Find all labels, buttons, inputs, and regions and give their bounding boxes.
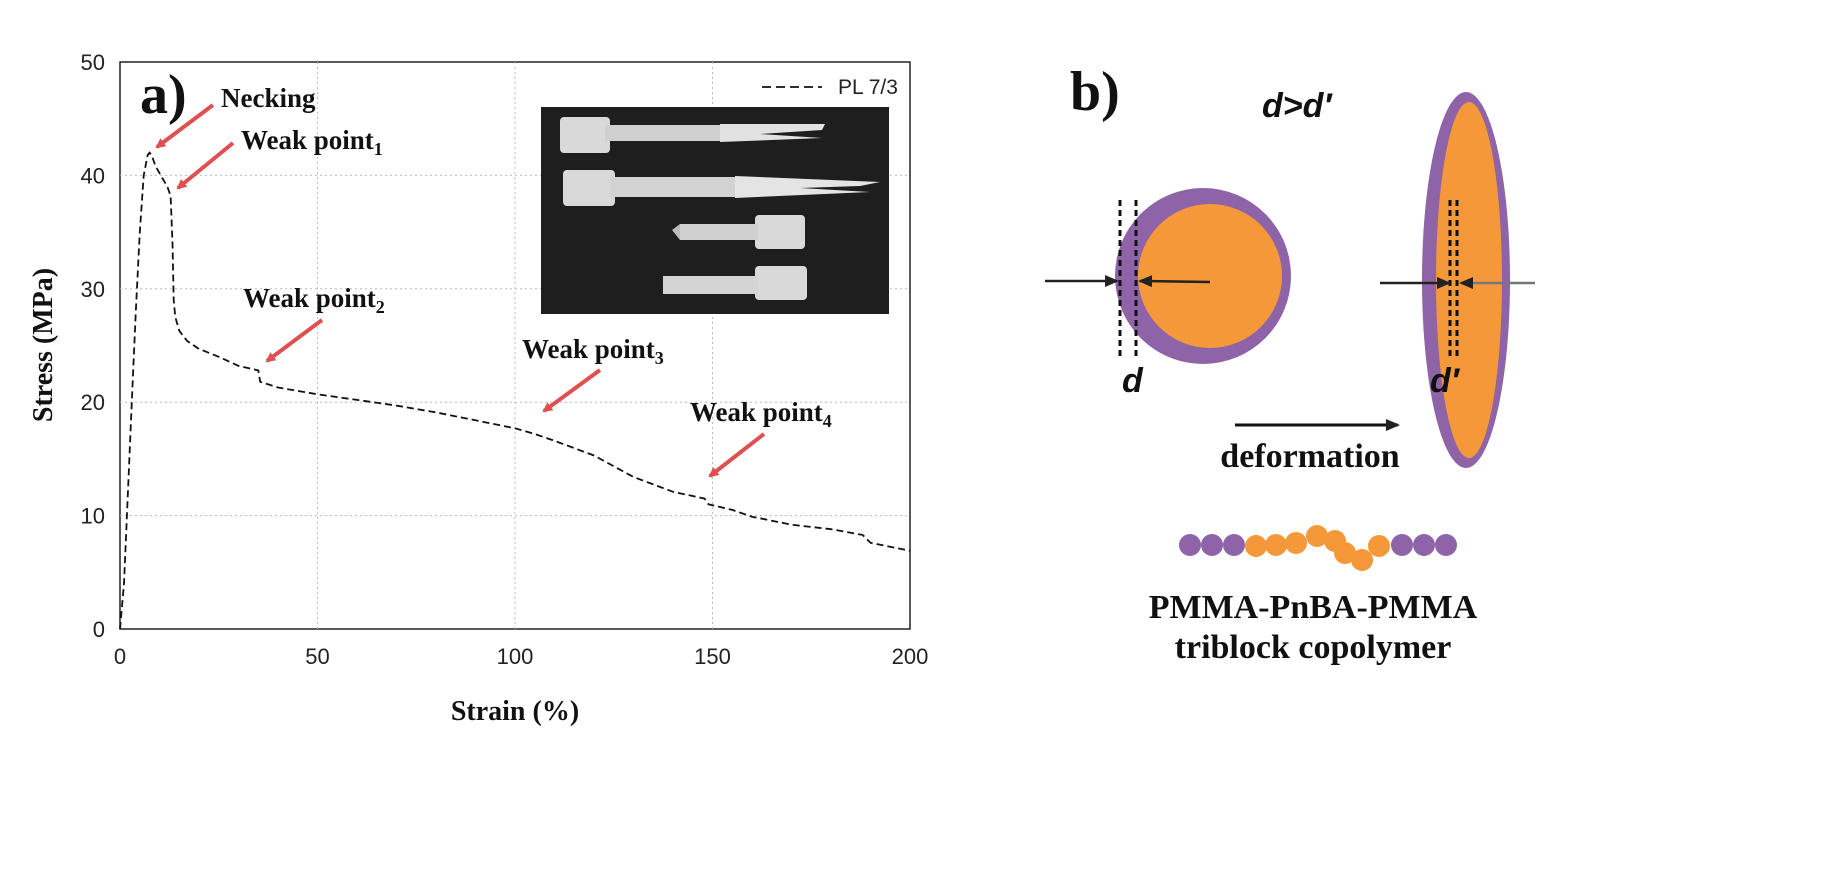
y-tick-label: 30	[81, 277, 105, 302]
y-tick-label: 0	[93, 617, 105, 642]
y-tick-label: 40	[81, 163, 105, 188]
d-label: d	[1122, 362, 1144, 400]
specimen-2	[563, 170, 880, 206]
panel-a-label: a)	[140, 64, 187, 126]
annotation-necking-text: Necking	[221, 83, 316, 113]
x-tick-label: 200	[892, 644, 929, 669]
particle-deformed: d′	[1380, 92, 1535, 468]
panel-a-chart: 0 50 100 150 200 0 10 20 30 40 50 Strain (%) Stre…	[28, 50, 928, 727]
legend-label: PL 7/3	[838, 76, 898, 99]
panel-b-schematic: b) d>d′ d d′ deformation	[1045, 61, 1535, 666]
x-axis-title: Strain (%)	[451, 696, 579, 727]
inset-photo	[541, 107, 889, 314]
x-tick-label: 50	[305, 644, 329, 669]
annotations: Necking Weak point1 Weak point2 Weak poi…	[155, 83, 832, 478]
gridlines	[120, 62, 910, 629]
y-axis-title: Stress (MPa)	[28, 268, 59, 422]
annotation-weak-point-2: Weak point2	[243, 283, 385, 363]
annotation-weak-point-2-text: Weak point2	[243, 283, 385, 317]
annotation-weak-point-4-text: Weak point4	[690, 397, 832, 431]
specimen-4	[663, 266, 807, 300]
annotation-necking: Necking	[155, 83, 316, 149]
series-line-pl73	[119, 151, 911, 630]
copolymer-chain	[1179, 525, 1457, 571]
inequality-label: d>d′	[1262, 87, 1333, 125]
specimen-1	[560, 117, 825, 153]
d-prime-label: d′	[1430, 362, 1461, 400]
caption-line-1: PMMA-PnBA-PMMA	[1149, 589, 1478, 626]
annotation-weak-point-4: Weak point4	[690, 397, 832, 478]
legend: PL 7/3	[762, 76, 898, 99]
x-tick-label: 150	[694, 644, 731, 669]
caption-line-2: triblock copolymer	[1175, 629, 1452, 666]
specimen-3	[672, 215, 805, 249]
panel-b-label: b)	[1070, 61, 1120, 123]
x-axis-ticks: 0 50 100 150 200	[114, 644, 928, 669]
annotation-weak-point-1: Weak point1	[176, 125, 383, 190]
y-tick-label: 20	[81, 390, 105, 415]
y-tick-label: 10	[81, 504, 105, 529]
y-tick-label: 50	[81, 50, 105, 75]
x-tick-label: 100	[497, 644, 534, 669]
y-axis-ticks: 0 10 20 30 40 50	[81, 50, 105, 642]
annotation-weak-point-3-text: Weak point3	[522, 334, 664, 368]
deformation-label: deformation	[1220, 438, 1400, 475]
particle-undeformed: d	[1045, 188, 1291, 400]
annotation-weak-point-3: Weak point3	[522, 334, 664, 413]
x-tick-label: 0	[114, 644, 126, 669]
annotation-weak-point-1-text: Weak point1	[241, 125, 383, 159]
